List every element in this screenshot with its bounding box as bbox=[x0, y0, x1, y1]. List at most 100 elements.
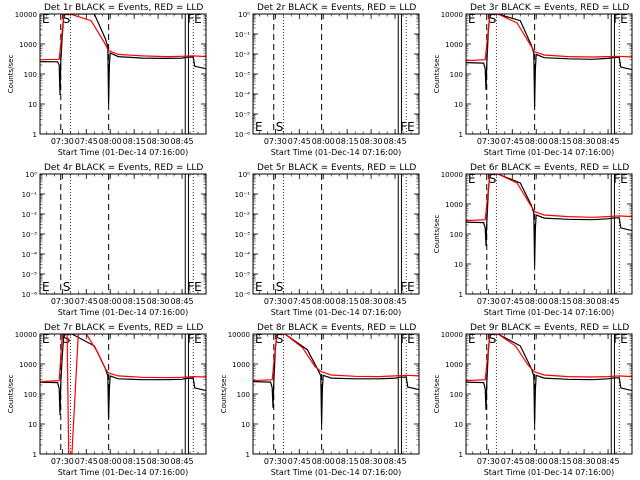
y-tick-label: 10⁻⁵ bbox=[22, 271, 38, 279]
marker-label: FE bbox=[400, 332, 414, 346]
x-tick-label: 07:45 bbox=[288, 457, 311, 466]
x-tick-label: 08:00 bbox=[525, 297, 548, 306]
panel-3: Det 3r BLACK = Events, RED = LLD Counts/s… bbox=[433, 3, 633, 157]
x-tick-label: 07:30 bbox=[264, 457, 287, 466]
y-tick-label: 1 bbox=[33, 451, 37, 459]
y-tick-label: 10000 bbox=[15, 331, 37, 339]
y-tick-label: 100 bbox=[237, 391, 250, 399]
panel-title: Det 2r BLACK = Events, RED = LLD bbox=[257, 3, 416, 13]
x-tick-label: 08:15 bbox=[549, 457, 572, 466]
x-tick-label: 07:45 bbox=[288, 297, 311, 306]
y-tick-label: 10000 bbox=[15, 11, 37, 19]
x-tick-label: 07:30 bbox=[264, 137, 287, 146]
y-tick-label: 1000 bbox=[19, 361, 37, 369]
x-axis-label: Start Time (01-Dec-14 07:16:00) bbox=[58, 468, 189, 477]
panel-4: Det 4r BLACK = Events, RED = LLD Start Ti… bbox=[22, 163, 207, 317]
marker-label: FE bbox=[400, 120, 414, 134]
y-tick-label: 1 bbox=[459, 451, 463, 459]
marker-label: S bbox=[276, 280, 284, 294]
panel-2: Det 2r BLACK = Events, RED = LLD Start Ti… bbox=[235, 3, 420, 157]
marker-label: E bbox=[255, 332, 263, 346]
marker-label: S bbox=[63, 280, 71, 294]
y-tick-label: 10 bbox=[454, 261, 463, 269]
x-tick-label: 08:30 bbox=[360, 457, 383, 466]
marker-label: S bbox=[63, 332, 71, 346]
marker-label: S bbox=[276, 120, 284, 134]
x-tick-label: 07:30 bbox=[51, 137, 74, 146]
panel-8: Det 8r BLACK = Events, RED = LLD Counts/s… bbox=[220, 323, 420, 477]
x-tick-label: 07:30 bbox=[477, 457, 500, 466]
y-tick-label: 10⁻⁶ bbox=[235, 291, 251, 299]
x-axis-label: Start Time (01-Dec-14 07:16:00) bbox=[271, 308, 402, 317]
x-tick-label: 08:15 bbox=[549, 297, 572, 306]
y-tick-label: 1000 bbox=[19, 41, 37, 49]
panel-title: Det 7r BLACK = Events, RED = LLD bbox=[44, 323, 203, 333]
x-tick-label: 08:30 bbox=[573, 137, 596, 146]
y-axis-label: Counts/sec bbox=[433, 215, 441, 254]
x-tick-label: 07:45 bbox=[75, 137, 98, 146]
panel-title: Det 8r BLACK = Events, RED = LLD bbox=[257, 323, 416, 333]
x-tick-label: 08:45 bbox=[171, 457, 194, 466]
x-axis-label: Start Time (01-Dec-14 07:16:00) bbox=[484, 468, 615, 477]
panel-1: Det 1r BLACK = Events, RED = LLD Counts/s… bbox=[7, 3, 207, 157]
y-axis-label: Counts/sec bbox=[220, 375, 228, 414]
lld-series-line bbox=[253, 334, 419, 382]
lld-series-line bbox=[466, 14, 632, 62]
x-tick-label: 08:00 bbox=[525, 457, 548, 466]
lld-series-line bbox=[40, 14, 206, 61]
y-tick-label: 10⁻⁶ bbox=[22, 291, 38, 299]
x-axis-label: Start Time (01-Dec-14 07:16:00) bbox=[484, 308, 615, 317]
x-tick-label: 08:15 bbox=[549, 137, 572, 146]
y-tick-label: 1 bbox=[459, 291, 463, 299]
x-tick-label: 08:45 bbox=[597, 137, 620, 146]
y-axis-label: Counts/sec bbox=[433, 55, 441, 94]
x-tick-label: 07:30 bbox=[264, 297, 287, 306]
x-tick-label: 08:45 bbox=[384, 297, 407, 306]
x-tick-label: 07:45 bbox=[288, 137, 311, 146]
lld-series-line bbox=[40, 334, 206, 454]
y-tick-label: 10 bbox=[454, 421, 463, 429]
events-series-line bbox=[466, 334, 632, 425]
plot-frame bbox=[39, 13, 207, 135]
x-tick-label: 08:15 bbox=[336, 297, 359, 306]
panel-title: Det 4r BLACK = Events, RED = LLD bbox=[44, 163, 203, 173]
marker-label: E bbox=[42, 12, 50, 26]
x-tick-label: 08:45 bbox=[171, 297, 194, 306]
y-tick-label: 1000 bbox=[445, 41, 463, 49]
marker-label: E bbox=[42, 332, 50, 346]
marker-label: FE bbox=[613, 172, 627, 186]
y-tick-label: 100 bbox=[24, 391, 37, 399]
y-tick-label: 10 bbox=[28, 101, 37, 109]
marker-label: FE bbox=[187, 280, 201, 294]
x-tick-label: 08:30 bbox=[147, 457, 170, 466]
y-tick-label: 10⁻⁴ bbox=[235, 251, 251, 259]
y-tick-label: 1000 bbox=[445, 361, 463, 369]
x-tick-label: 08:00 bbox=[99, 457, 122, 466]
y-tick-label: 10⁻⁶ bbox=[235, 131, 251, 139]
panel-9: Det 9r BLACK = Events, RED = LLD Counts/s… bbox=[433, 323, 633, 477]
x-axis-label: Start Time (01-Dec-14 07:16:00) bbox=[271, 468, 402, 477]
y-tick-label: 10 bbox=[454, 101, 463, 109]
x-tick-label: 08:00 bbox=[525, 137, 548, 146]
events-series-line bbox=[253, 334, 419, 425]
y-tick-label: 10⁻¹ bbox=[235, 31, 251, 39]
x-tick-label: 08:30 bbox=[360, 137, 383, 146]
marker-label: E bbox=[468, 12, 476, 26]
y-tick-label: 100 bbox=[450, 391, 463, 399]
y-tick-label: 10 bbox=[241, 421, 250, 429]
x-tick-label: 07:30 bbox=[477, 137, 500, 146]
y-tick-label: 10000 bbox=[228, 331, 250, 339]
y-tick-label: 10⁻³ bbox=[235, 231, 251, 239]
x-axis-label: Start Time (01-Dec-14 07:16:00) bbox=[271, 148, 402, 157]
y-tick-label: 10⁻² bbox=[235, 211, 251, 219]
marker-label: S bbox=[489, 172, 497, 186]
x-tick-label: 07:30 bbox=[477, 297, 500, 306]
x-axis-label: Start Time (01-Dec-14 07:16:00) bbox=[58, 308, 189, 317]
events-series-line bbox=[40, 334, 206, 419]
x-axis-label: Start Time (01-Dec-14 07:16:00) bbox=[58, 148, 189, 157]
y-tick-label: 100 bbox=[24, 71, 37, 79]
marker-label: FE bbox=[613, 332, 627, 346]
y-tick-label: 10⁻⁴ bbox=[235, 91, 251, 99]
x-tick-label: 08:45 bbox=[597, 297, 620, 306]
